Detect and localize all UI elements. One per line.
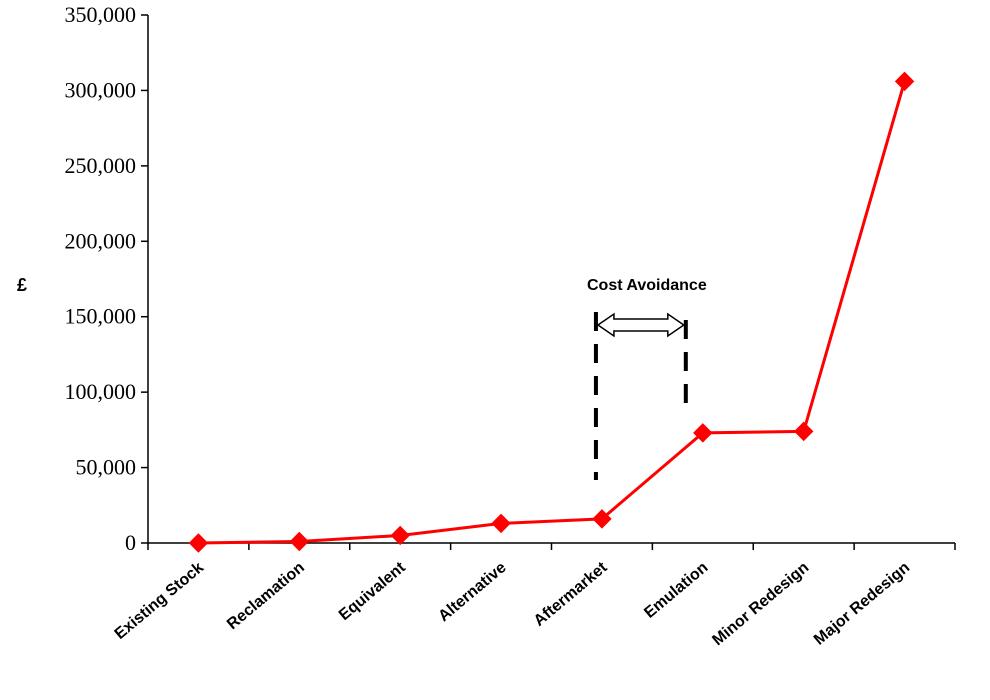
x-tick-label: Minor Redesign (709, 559, 812, 649)
x-tick-label: Major Redesign (811, 559, 913, 649)
x-tick-label: Emulation (641, 559, 711, 622)
y-tick-label: 250,000 (65, 153, 137, 178)
x-tick-label: Alternative (435, 559, 509, 625)
y-tick-label: 350,000 (65, 2, 137, 27)
data-point-marker (894, 71, 915, 92)
data-point-marker (289, 531, 310, 552)
data-point-marker (491, 513, 511, 534)
x-tick-label: Equivalent (336, 559, 409, 624)
y-tick-label: 50,000 (76, 455, 137, 480)
y-axis-label: £ (17, 275, 27, 295)
x-tick-label: Existing Stock (112, 559, 207, 643)
series-line (198, 80, 907, 545)
data-point-marker (592, 509, 612, 529)
series-markers (188, 71, 915, 553)
data-point-marker (793, 421, 814, 442)
double-arrow-icon (596, 312, 686, 338)
y-ticks: 0 50,000 100,000 150,000 200,000 250,000 300,0… (65, 2, 148, 555)
data-point-marker (390, 525, 410, 546)
data-point-marker (693, 423, 713, 443)
data-point-marker (188, 533, 209, 553)
x-tick-label: Aftermarket (531, 559, 611, 630)
x-tick-label: Reclamation (224, 559, 308, 633)
x-ticks: Existing Stock Reclamation Equivalent Alter… (112, 543, 956, 649)
y-tick-label: 300,000 (65, 77, 137, 102)
y-tick-label: 100,000 (65, 379, 137, 404)
y-tick-label: 0 (125, 530, 136, 555)
cost-avoidance-annotation: Cost Avoidance (587, 277, 707, 480)
y-tick-label: 200,000 (65, 228, 137, 253)
annotation-label: Cost Avoidance (587, 277, 707, 294)
y-tick-label: 150,000 (65, 304, 137, 329)
